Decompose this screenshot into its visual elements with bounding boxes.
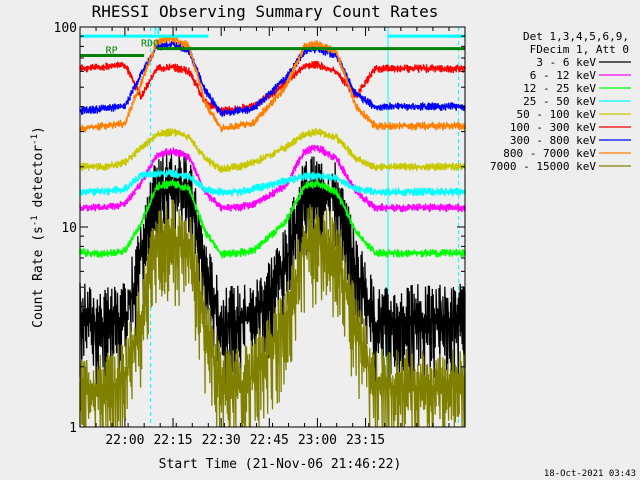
y-label-sup2: -1 — [30, 134, 40, 145]
x-tick-label-1: 22:15 — [153, 433, 192, 448]
y-tick-label-1: 10 — [61, 221, 77, 236]
footer-date: 18-Oct-2021 03:43 — [544, 469, 636, 479]
legend-entry-3: 25 - 50 keV — [523, 95, 596, 108]
legend-entry-2: 12 - 25 keV — [523, 82, 596, 95]
x-tick-label-4: 23:00 — [298, 433, 337, 448]
legend-entry-5: 100 - 300 keV — [510, 121, 596, 134]
y-label-end: ) — [31, 126, 46, 134]
legend: Det 1,3,4,5,6,9,FDecim 1, Att 03 - 6 keV… — [490, 30, 631, 173]
flag-label-1: RDO — [141, 39, 159, 50]
series-line-0 — [79, 150, 466, 394]
axes: 1 10 100 22:00 22:15 22:30 22:45 23:00 23:15 — [54, 21, 466, 448]
x-tick-label-5: 23:15 — [346, 433, 385, 448]
legend-entry-8: 7000 - 15000 keV — [490, 160, 596, 173]
chart-title: RHESSI Observing Summary Count Rates — [92, 2, 439, 21]
x-axis-label: Start Time (21-Nov-06 21:46:22) — [159, 457, 402, 472]
y-label-main: Count Rate (s — [31, 226, 46, 328]
y-tick-label-0: 1 — [69, 421, 77, 436]
flag-layer: N RDO RP — [80, 26, 465, 58]
flag-label-0: N — [154, 26, 160, 37]
series-line-4 — [79, 127, 466, 173]
series-line-3 — [79, 169, 466, 197]
legend-header-1: FDecim 1, Att 0 — [530, 43, 629, 56]
series-line-2 — [79, 179, 466, 259]
x-tick-label-3: 22:45 — [250, 433, 289, 448]
series-line-7 — [79, 35, 466, 133]
x-tick-label-0: 22:00 — [105, 433, 144, 448]
legend-entry-6: 300 - 800 keV — [510, 134, 596, 147]
legend-entry-1: 6 - 12 keV — [530, 69, 597, 82]
y-tick-label-2: 100 — [54, 21, 77, 36]
legend-header-0: Det 1,3,4,5,6,9, — [523, 30, 629, 43]
series-line-8 — [79, 199, 466, 428]
legend-entry-0: 3 - 6 keV — [536, 56, 596, 69]
legend-entry-4: 50 - 100 keV — [517, 108, 597, 121]
y-label-sup: -1 — [30, 215, 40, 226]
y-label-tail: detector — [31, 145, 46, 216]
series-layer — [79, 35, 466, 428]
legend-entry-7: 800 - 7000 keV — [503, 147, 596, 160]
x-tick-label-2: 22:30 — [202, 433, 241, 448]
flag-label-2: RP — [106, 46, 118, 57]
y-axis-label: Count Rate (s-1 detector-1) — [30, 126, 46, 328]
series-line-6 — [79, 40, 466, 117]
